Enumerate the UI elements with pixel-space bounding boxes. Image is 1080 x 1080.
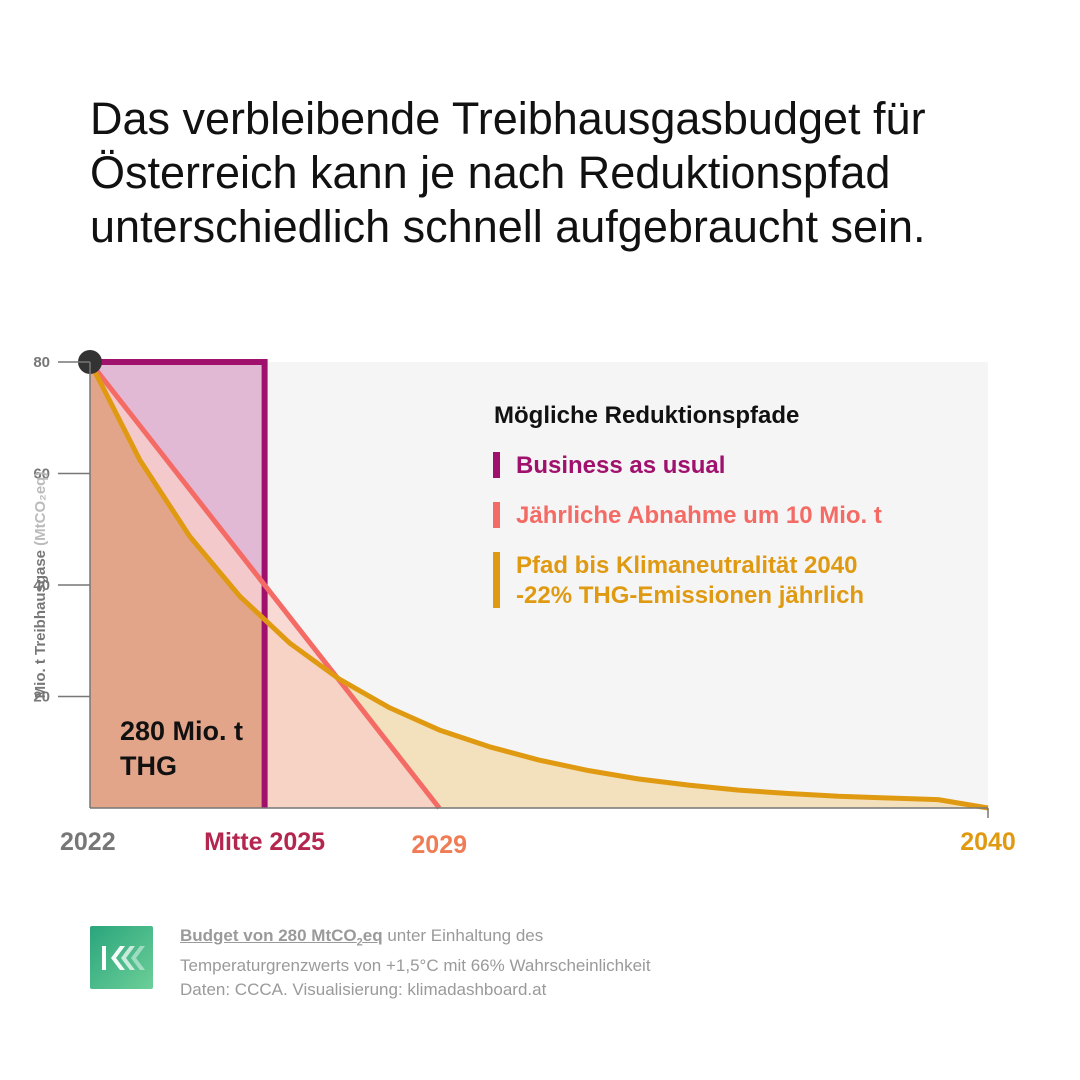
budget-link[interactable]: Budget von 280 MtCO2eq — [180, 926, 383, 949]
footer-source: Daten: CCCA. Visualisierung: klimadashbo… — [180, 980, 547, 1000]
y-tick-label: 80 — [33, 354, 50, 371]
logo-chevrons-icon — [102, 946, 145, 970]
y-tick-label: 60 — [33, 466, 50, 483]
line-lineare-abnahme — [88, 360, 442, 810]
x-axis-label: 2029 — [411, 831, 467, 859]
budget-annotation-line1: 280 Mio. t — [120, 716, 243, 746]
y-axis-title-main: Mio. t Treibhausgase — [32, 546, 49, 699]
budget-link-suffix: eq — [362, 926, 383, 945]
line-klimaneutral — [87, 360, 989, 811]
footer-line1-rest: unter Einhaltung des — [382, 926, 544, 945]
klimadashboard-logo — [90, 926, 153, 989]
x-axis-label: 2022 — [60, 828, 116, 856]
line-business-as-usual — [90, 359, 268, 808]
footer-line2: Temperaturgrenzwerts von +1,5°C mit 66% … — [180, 956, 651, 976]
legend-swatch — [493, 502, 500, 528]
page-title: Das verbleibende Treibhausgasbudget für … — [90, 93, 926, 252]
budget-link-text: Budget von 280 MtCO — [180, 926, 357, 945]
y-tick-label: 40 — [33, 577, 50, 594]
legend-item-label: Pfad bis Klimaneutralität 2040 — [516, 552, 857, 579]
x-axis-label: Mitte 2025 — [204, 828, 325, 856]
area-budget-overlap — [90, 362, 265, 808]
footer-text: Budget von 280 MtCO2eq unter Einhaltung … — [180, 924, 820, 1002]
x-axis-label: 2040 — [960, 828, 1016, 856]
legend-item-label: Jährliche Abnahme um 10 Mio. t — [516, 502, 882, 529]
legend-item-label: -22% THG-Emissionen jährlich — [516, 582, 864, 609]
y-axis-title: Mio. t Treibhausgase (MtCO₂eq) — [32, 472, 49, 699]
legend-item-label: Business as usual — [516, 452, 725, 479]
budget-annotation-line2: THG — [120, 751, 177, 781]
y-tick-label: 20 — [33, 689, 50, 706]
legend-swatch — [493, 552, 500, 608]
y-axis-title-unit: (MtCO₂eq) — [32, 472, 49, 546]
budget-link-sub: 2 — [356, 936, 363, 949]
legend-title: Mögliche Reduktionspfade — [494, 402, 799, 429]
legend-swatch — [493, 452, 500, 478]
